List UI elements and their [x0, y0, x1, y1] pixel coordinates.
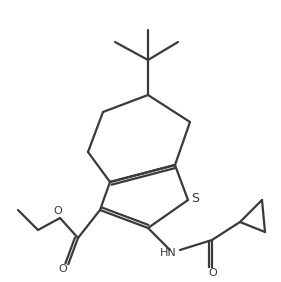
Text: O: O	[54, 206, 62, 216]
Text: O: O	[209, 268, 217, 278]
Text: S: S	[191, 191, 199, 204]
Text: O: O	[59, 264, 67, 274]
Text: HN: HN	[160, 248, 176, 258]
